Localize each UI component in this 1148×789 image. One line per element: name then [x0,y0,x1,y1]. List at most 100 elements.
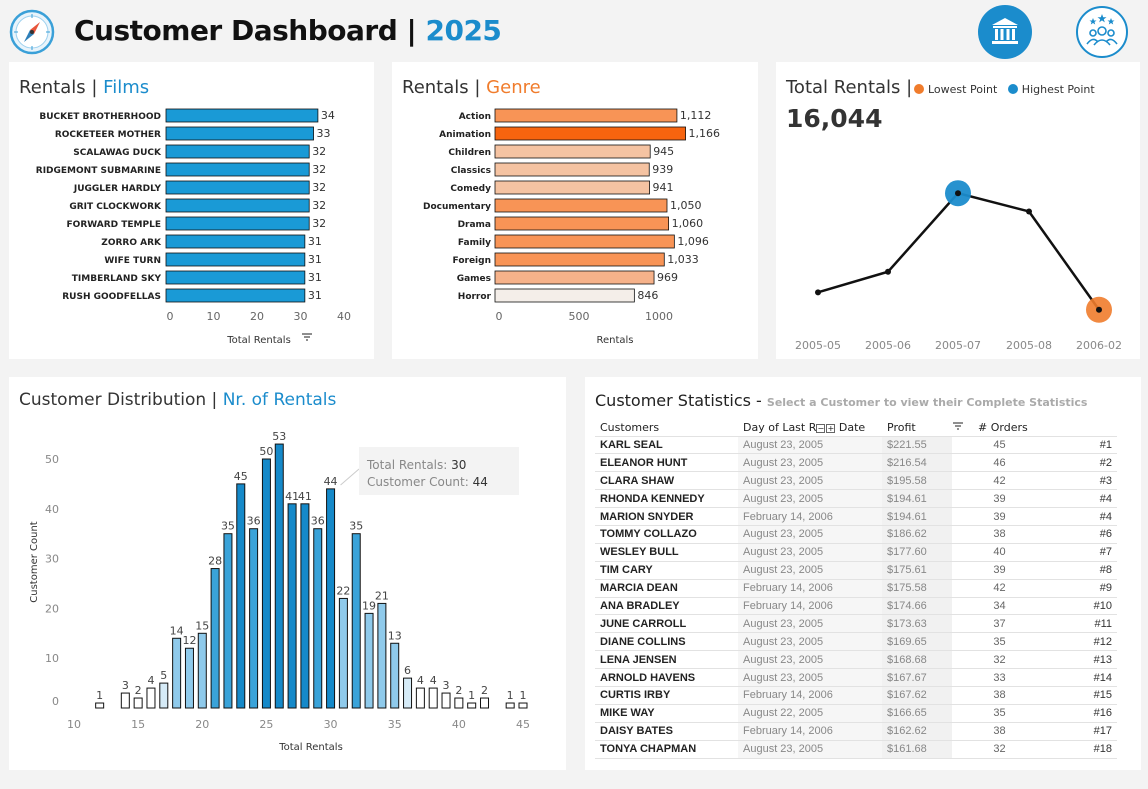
last-rental-date: August 23, 2005 [738,739,882,759]
histogram-x-axis-label: Total Rentals [278,742,343,753]
histogram-value-label: 36 [311,515,325,528]
customer-name[interactable]: TOMMY COLLAZO [595,524,738,544]
table-row[interactable]: DAISY BATES February 14, 2006 $162.62 38 #17 [595,721,1117,741]
customer-name[interactable]: ARNOLD HAVENS [595,668,738,687]
line-data-point [1096,306,1102,313]
table-row[interactable]: ARNOLD HAVENS August 23, 2005 $167.67 33 #14 [595,668,1117,687]
orders-count: 40 [952,542,1047,562]
table-row[interactable]: TONYA CHAPMAN August 23, 2005 $161.68 32 #18 [595,739,1117,759]
film-category-label: ROCKETEER MOTHER [55,130,161,140]
customers-group-icon[interactable] [1075,5,1129,59]
table-row[interactable]: ANA BRADLEY February 14, 2006 $174.66 34 #10 [595,596,1117,615]
histogram-y-tick: 30 [45,553,59,566]
table-row[interactable]: CURTIS IRBY February 14, 2006 $167.62 38 #15 [595,685,1117,705]
table-row[interactable]: ELEANOR HUNT August 23, 2005 $216.54 46 #2 [595,453,1117,472]
histogram-bar [210,568,220,709]
orders-count: 33 [952,668,1047,687]
col-customers[interactable]: Customers [600,421,660,435]
genre-value-label: 945 [653,145,674,158]
histogram-value-label: 5 [160,669,167,682]
film-value-label: 34 [321,109,335,122]
profit-value: $167.62 [882,685,952,705]
histogram-x-tick: 10 [67,718,81,731]
customer-name[interactable]: RHONDA KENNEDY [595,489,738,508]
customer-name[interactable]: MARCIA DEAN [595,578,738,598]
collapse-icon[interactable]: − [816,424,826,434]
histogram-x-tick: 30 [324,718,338,731]
bank-icon[interactable] [978,5,1032,59]
col-orders[interactable]: # Orders [978,421,1028,435]
table-row[interactable]: CLARA SHAW August 23, 2005 $195.58 42 #3 [595,471,1117,490]
last-rental-date: August 23, 2005 [738,668,882,687]
last-rental-date: August 23, 2005 [738,650,882,669]
table-row[interactable]: JUNE CARROLL August 23, 2005 $173.63 37 #11 [595,614,1117,633]
rank-value: #4 [1047,507,1117,526]
table-row[interactable]: WESLEY BULL August 23, 2005 $177.60 40 #7 [595,542,1117,562]
profit-value: $195.58 [882,471,952,490]
customer-name[interactable]: MARION SNYDER [595,507,738,526]
customer-name[interactable]: TONYA CHAPMAN [595,739,738,759]
film-value-label: 32 [312,163,326,176]
genre-value-label: 1,112 [680,109,712,122]
customer-name[interactable]: DIANE COLLINS [595,632,738,651]
table-row[interactable]: TOMMY COLLAZO August 23, 2005 $186.62 38 #6 [595,524,1117,544]
customer-name[interactable]: JUNE CARROLL [595,614,738,633]
histogram-value-label: 1 [468,689,475,702]
profit-value: $221.55 [882,435,952,454]
table-row[interactable]: KARL SEAL August 23, 2005 $221.55 45 #1 [595,435,1117,454]
rank-value: #15 [1047,685,1117,705]
customer-name[interactable]: KARL SEAL [595,435,738,454]
table-row[interactable]: MARCIA DEAN February 14, 2006 $175.58 42 #9 [595,578,1117,598]
table-row[interactable]: MIKE WAY August 22, 2005 $166.65 35 #16 [595,703,1117,723]
histogram-bar [172,637,182,709]
histogram-value-label: 4 [417,674,424,687]
line-x-tick: 2006-02 [1076,339,1122,352]
col-sort[interactable] [952,420,973,436]
compass-icon[interactable] [9,9,55,55]
customer-name[interactable]: DAISY BATES [595,721,738,741]
histogram-value-label: 41 [285,490,299,503]
genre-bar [494,234,675,249]
orders-count: 34 [952,596,1047,615]
profit-value: $168.68 [882,650,952,669]
orders-count: 46 [952,453,1047,472]
profit-value: $175.58 [882,578,952,598]
last-rental-date: August 23, 2005 [738,614,882,633]
genre-category-label: Comedy [450,184,491,194]
customer-name[interactable]: ANA BRADLEY [595,596,738,615]
customer-name[interactable]: ELEANOR HUNT [595,453,738,472]
customer-name[interactable]: TIM CARY [595,560,738,580]
customer-name[interactable]: WESLEY BULL [595,542,738,562]
table-row[interactable]: TIM CARY August 23, 2005 $175.61 39 #8 [595,560,1117,580]
distribution-title: Customer Distribution | Nr. of Rentals [19,390,337,410]
histogram-bar [261,458,271,709]
histogram-value-label: 12 [182,634,196,647]
table-row[interactable]: RHONDA KENNEDY August 23, 2005 $194.61 39 #4 [595,489,1117,508]
expand-icon[interactable]: + [826,424,836,434]
col-profit[interactable]: Profit [887,421,916,435]
table-row[interactable]: LENA JENSEN August 23, 2005 $168.68 32 #13 [595,650,1117,669]
customer-name[interactable]: LENA JENSEN [595,650,738,669]
table-row[interactable]: DIANE COLLINS August 23, 2005 $169.65 35 #12 [595,632,1117,651]
last-rental-date: August 23, 2005 [738,471,882,490]
table-row[interactable]: MARION SNYDER February 14, 2006 $194.61 39 #… [595,507,1117,526]
histogram-bar [159,682,169,709]
last-rental-date: August 23, 2005 [738,632,882,651]
profit-value: $162.62 [882,721,952,741]
customer-name[interactable]: CLARA SHAW [595,471,738,490]
orders-count: 37 [952,614,1047,633]
last-rental-date: February 14, 2006 [738,596,882,615]
customer-name[interactable]: MIKE WAY [595,703,738,723]
customer-name[interactable]: CURTIS IRBY [595,685,738,705]
last-rental-date: February 14, 2006 [738,507,882,526]
col-last-date[interactable]: Day of Last R− + Date [743,421,866,435]
genre-bar [494,252,665,267]
sort-icon[interactable] [952,421,964,431]
orders-count: 42 [952,471,1047,490]
histogram-value-label: 21 [375,589,389,602]
histogram-bar [184,647,194,709]
rank-value: #2 [1047,453,1117,472]
rank-value: #16 [1047,703,1117,723]
highest-point-swatch [1007,84,1018,94]
histogram-value-label: 36 [247,515,261,528]
